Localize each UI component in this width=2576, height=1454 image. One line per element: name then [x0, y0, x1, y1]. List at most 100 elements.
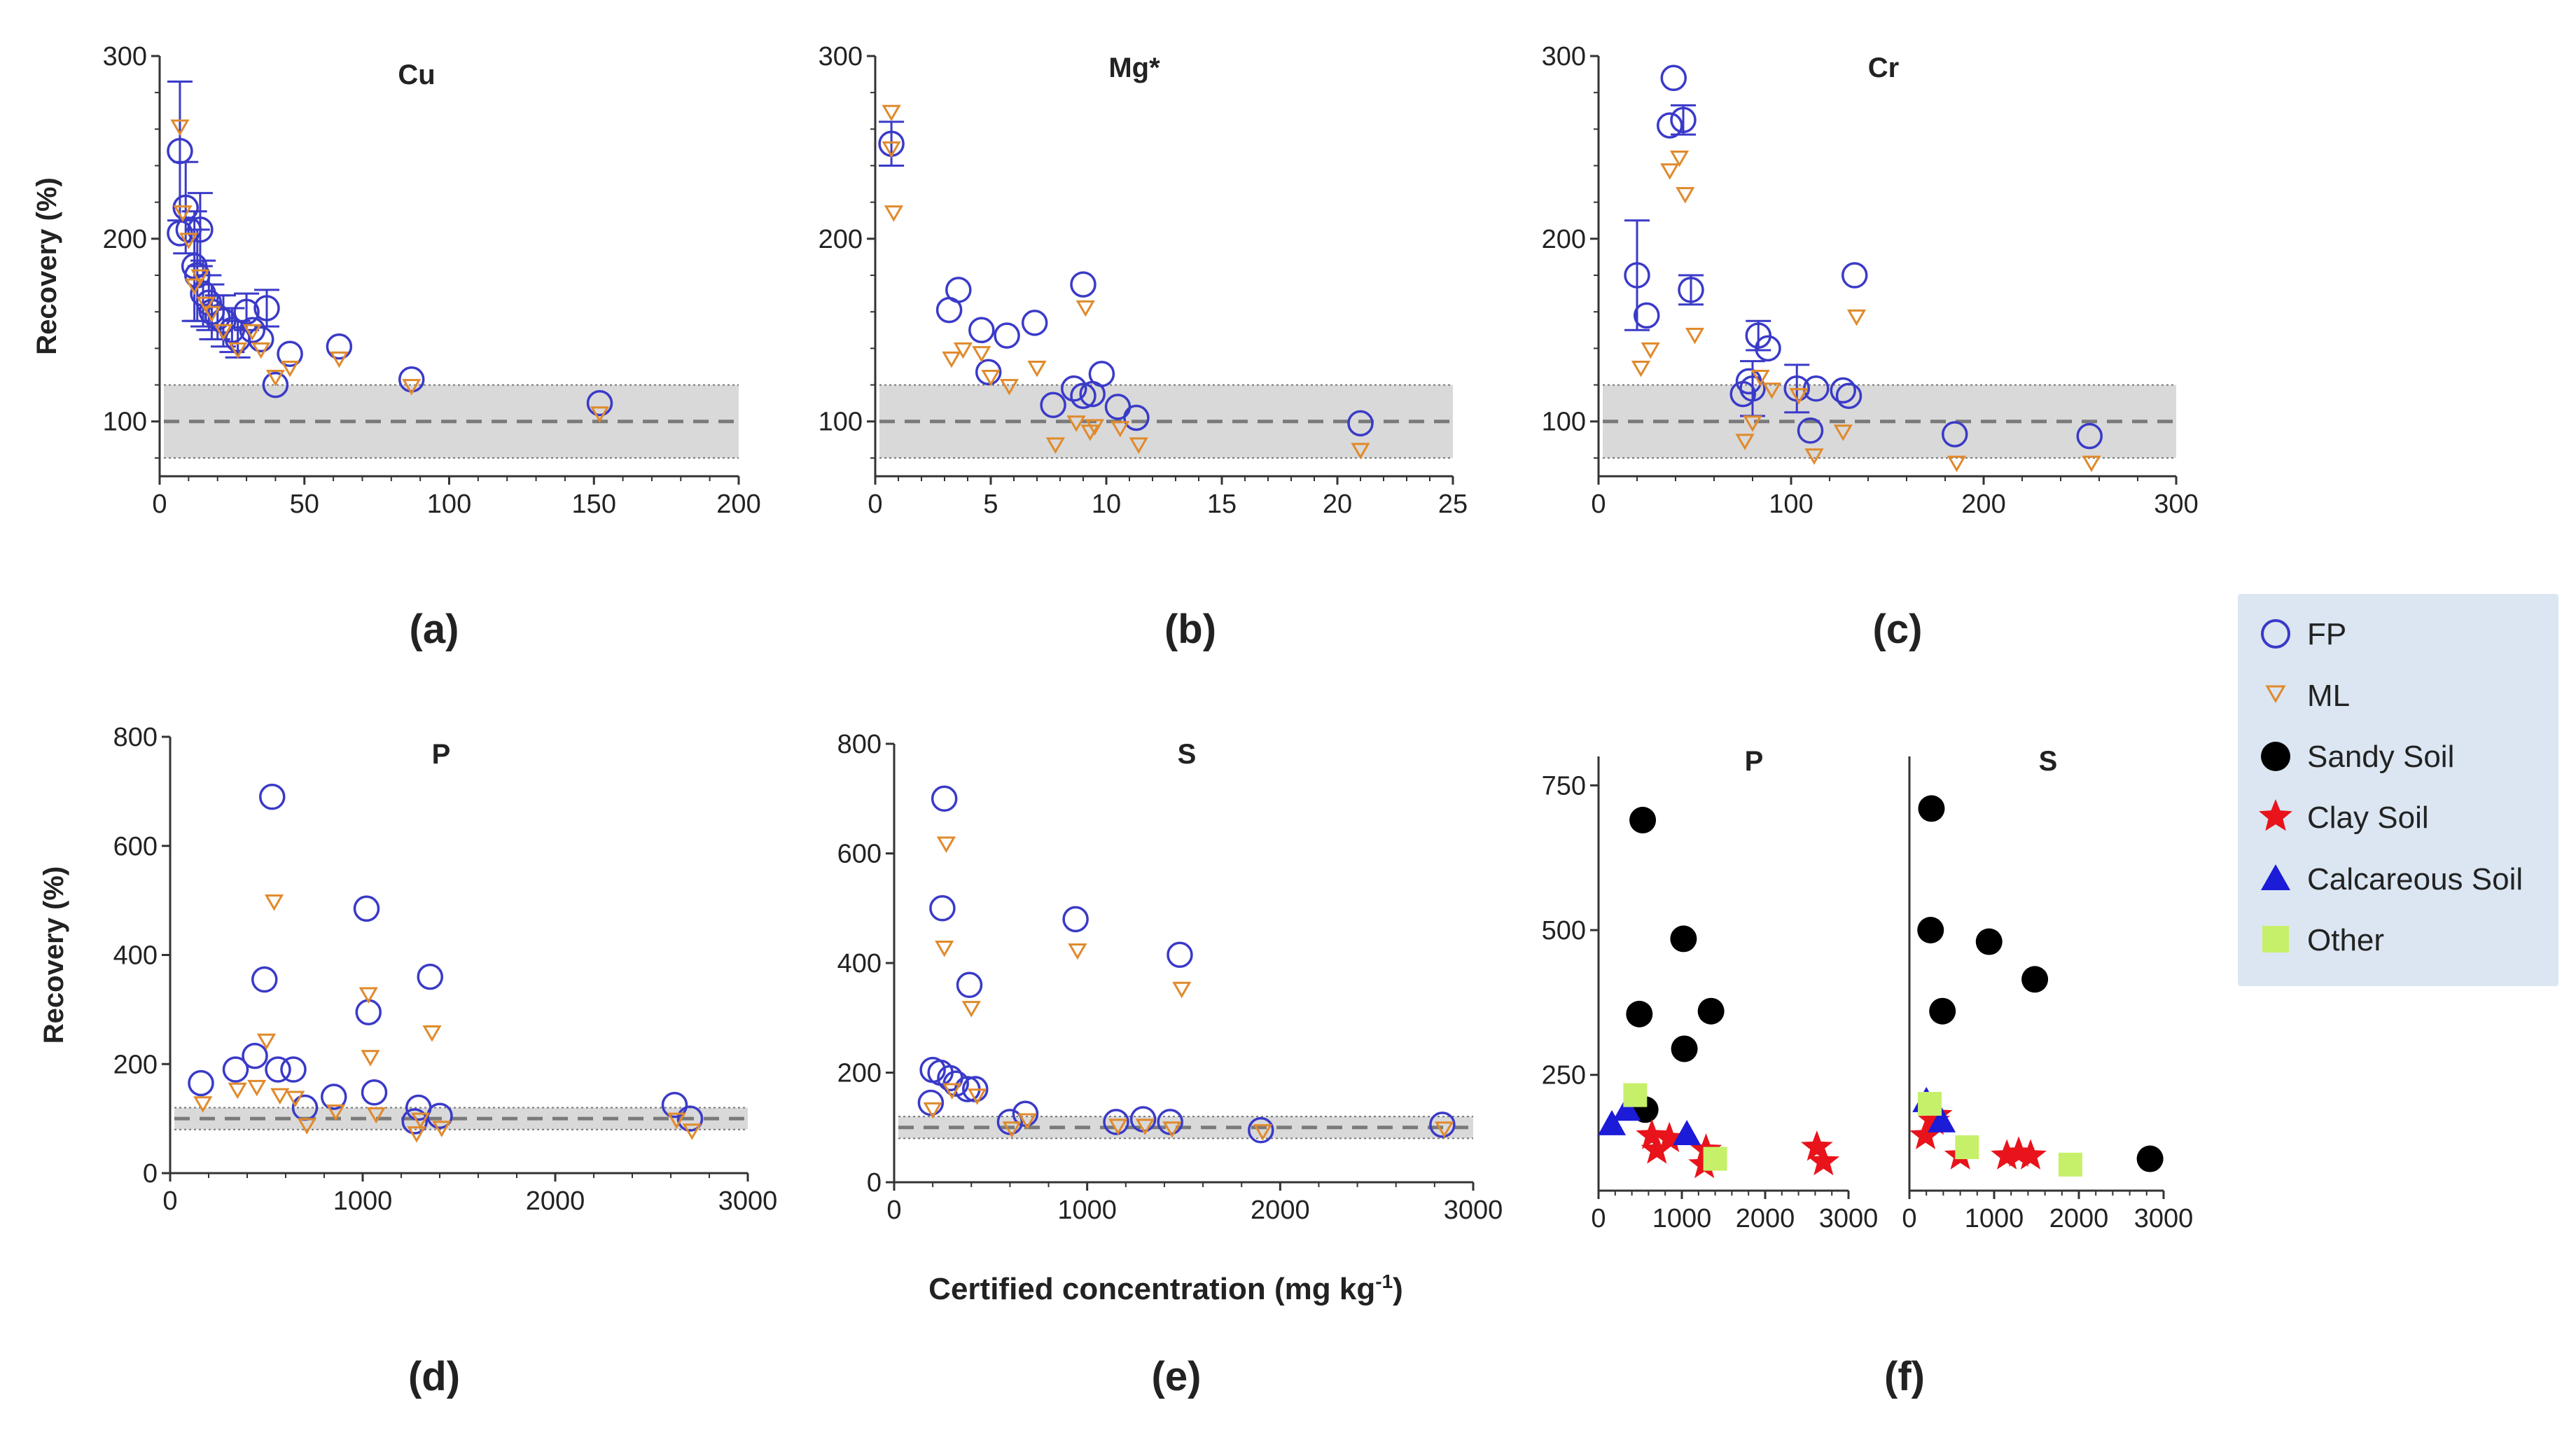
- ml-point: [422, 1025, 442, 1042]
- clay-soil-point: [1991, 1139, 2023, 1170]
- ml-point: [1685, 328, 1705, 345]
- series-fp: [167, 81, 613, 417]
- ml-point: [190, 269, 210, 286]
- ml-point: [1743, 415, 1762, 432]
- ml-point: [247, 1079, 267, 1097]
- ml-point: [1676, 187, 1695, 204]
- y-tick-label: 800: [837, 730, 882, 759]
- chart-title: Mg*: [1108, 53, 1160, 83]
- ml-point: [1750, 370, 1770, 387]
- down-triangle-icon: [2265, 685, 2286, 704]
- calcareous-soil-point: [1598, 1109, 1627, 1135]
- series-ml: [193, 894, 702, 1143]
- ml-point: [1846, 309, 1867, 326]
- fp-point: [1248, 1116, 1274, 1144]
- ml-point: [590, 406, 610, 423]
- series-other: [1918, 1092, 2082, 1177]
- ml-point: [1789, 388, 1809, 405]
- fp-point: [353, 895, 380, 922]
- ml-point: [1027, 360, 1047, 378]
- fp-point: [280, 1056, 307, 1083]
- x-tick-label: 100: [427, 490, 471, 519]
- ml-point: [1435, 1121, 1454, 1138]
- x-tick-label: 3000: [1819, 1204, 1879, 1233]
- x-tick-label: 3000: [718, 1186, 778, 1216]
- star-icon: [2259, 799, 2292, 831]
- legend-item-clay-soil: Clay Soil: [2259, 799, 2429, 835]
- chart-panel-f-S: 0 1000 2000 3000 S: [1902, 746, 2193, 1233]
- ml-point: [280, 360, 300, 378]
- chart-title: Cr: [1868, 53, 1899, 83]
- fp-point: [1123, 404, 1150, 431]
- fp-point: [233, 298, 260, 325]
- y-tick-label: 300: [1542, 42, 1586, 71]
- x-tick-label: 0: [1591, 1204, 1606, 1233]
- chart-title: S: [2039, 746, 2058, 777]
- legend-item-ml: ML: [2265, 679, 2350, 713]
- y-tick-label: 500: [1542, 916, 1586, 946]
- series-other: [1623, 1083, 1727, 1171]
- x-tick-label: 0: [886, 1196, 901, 1225]
- sandy-soil-point: [1697, 997, 1725, 1025]
- ml-point: [942, 1083, 962, 1100]
- fp-point: [1040, 392, 1066, 419]
- ml-point: [936, 836, 956, 853]
- legend-item-sandy-soil: Sandy Soil: [2261, 740, 2454, 774]
- chart-title: Cu: [398, 60, 435, 90]
- x-tick-label: 2000: [526, 1186, 585, 1216]
- sandy-soil-point: [1917, 917, 1944, 943]
- ml-point: [1017, 1113, 1037, 1130]
- open-circle-icon: [2261, 619, 2290, 649]
- fp-point: [265, 1056, 291, 1083]
- fp-point: [1678, 277, 1704, 303]
- x-tick-label: 25: [1438, 490, 1468, 519]
- clay-soil-point: [1909, 1119, 1942, 1149]
- clay-soil-point: [2014, 1139, 2047, 1170]
- legend: FP ML Sandy Soil Clay Soil Calcareous So…: [2238, 594, 2558, 986]
- ml-point: [251, 342, 271, 359]
- fp-point: [277, 340, 303, 367]
- ml-point: [972, 346, 991, 363]
- y-tick-label: 0: [867, 1168, 882, 1198]
- ml-point: [1129, 437, 1148, 455]
- fp-point: [1842, 262, 1868, 289]
- ml-point: [1135, 1119, 1155, 1135]
- fp-point: [417, 963, 443, 990]
- ml-point: [366, 1107, 386, 1124]
- chart-panel-d: 0 200 400 600 800 0 1000 2000 3000 P Recovery (%): [39, 723, 777, 1216]
- chart-panel-f-P: 250 500 750 0 1000 2000 3000 P: [1542, 746, 1879, 1233]
- fp-point: [1167, 941, 1193, 969]
- ml-point: [196, 296, 216, 314]
- triangle-icon: [2261, 864, 2290, 890]
- ml-point: [667, 1112, 686, 1130]
- ml-point: [228, 342, 248, 359]
- ml-point: [981, 370, 1001, 387]
- y-tick-label: 400: [113, 941, 158, 971]
- fp-point: [253, 295, 280, 321]
- ml-point: [1108, 1119, 1128, 1135]
- ml-point: [942, 351, 961, 368]
- series-ml: [882, 104, 1370, 459]
- fp-point: [676, 1105, 704, 1132]
- fp-point: [1347, 410, 1374, 437]
- chart-panel-b: 100 200 300 0 5 10 15 20 25 Mg*: [819, 42, 1468, 519]
- x-tick-label: 0: [152, 490, 167, 519]
- ml-point: [407, 1126, 426, 1143]
- fp-point: [994, 322, 1020, 349]
- series-fp: [878, 120, 1374, 437]
- other-point: [1703, 1147, 1727, 1171]
- ml-point: [179, 233, 198, 249]
- ml-point: [361, 1050, 380, 1067]
- other-point: [2058, 1152, 2082, 1177]
- ml-point: [1068, 943, 1087, 960]
- series-fp: [1624, 64, 2103, 450]
- calcareous-soil-point: [1927, 1107, 1956, 1133]
- y-tick-label: 200: [819, 225, 863, 254]
- calcareous-soil-point: [1673, 1119, 1701, 1145]
- legend-label: Other: [2307, 923, 2384, 957]
- y-axis-label: Recovery (%): [39, 866, 69, 1044]
- fp-point: [1429, 1112, 1456, 1138]
- x-tick-label: 2000: [2049, 1204, 2109, 1233]
- fp-point: [1670, 106, 1697, 134]
- panel-label-f: (f): [1884, 1354, 1925, 1399]
